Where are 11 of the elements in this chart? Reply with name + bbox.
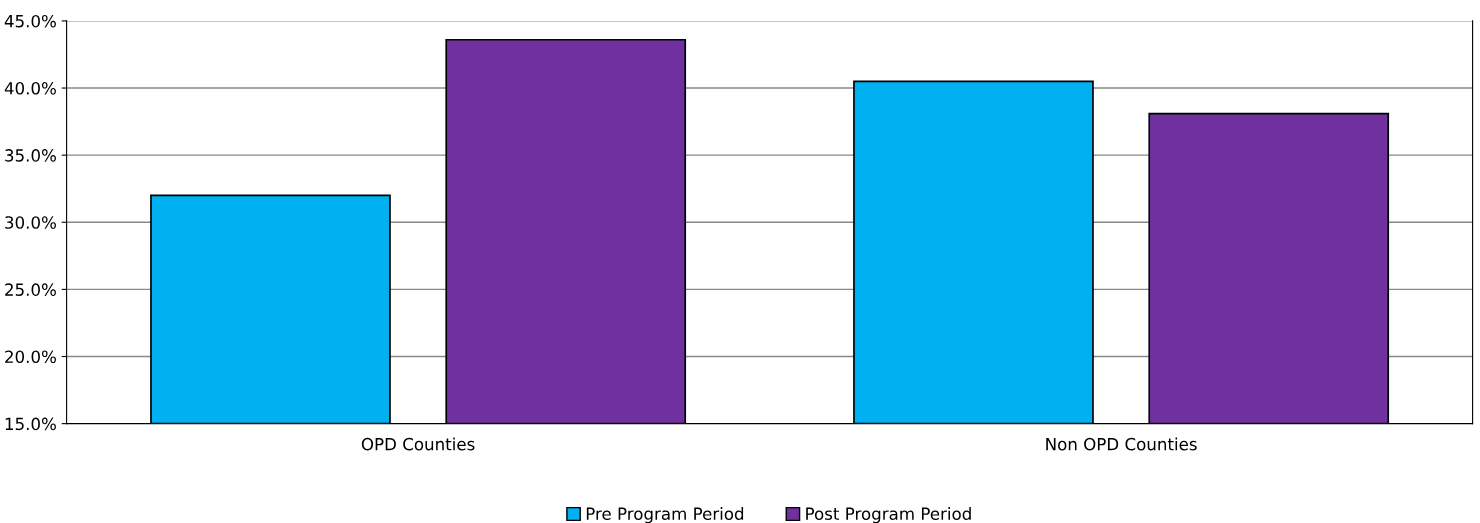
y-tick-label: 30.0% xyxy=(5,216,56,229)
y-tick-label: 15.0% xyxy=(5,417,56,431)
x-tick-label: OPD Counties xyxy=(361,437,475,451)
y-tick-label: 45.0% xyxy=(4,14,56,28)
y-tick-label: 35.0% xyxy=(5,149,56,162)
y-tick-label: 25.0% xyxy=(5,283,56,296)
y-tick-label: 20.0% xyxy=(5,350,56,364)
legend-label: Pre Program Period xyxy=(586,507,744,523)
y-tick-label: 40.0% xyxy=(4,82,56,95)
x-tick-label: Non OPD Counties xyxy=(1046,437,1197,451)
legend-label: Post Program Period xyxy=(806,507,971,523)
